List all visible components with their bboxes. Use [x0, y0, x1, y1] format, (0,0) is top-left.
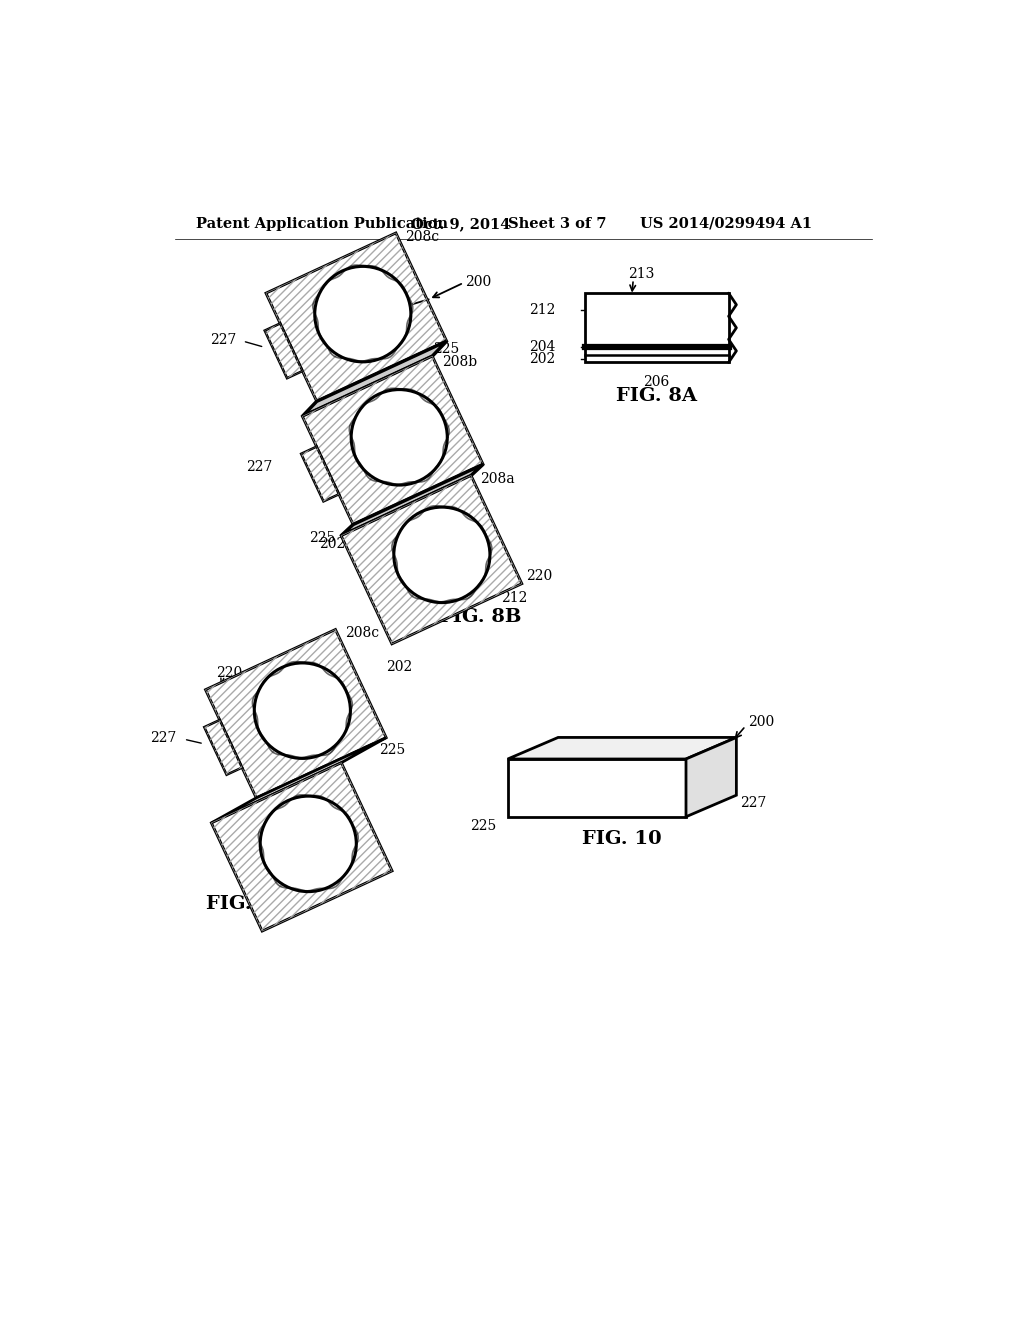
Text: Oct. 9, 2014: Oct. 9, 2014	[411, 216, 510, 231]
Text: Sheet 3 of 7: Sheet 3 of 7	[508, 216, 606, 231]
Polygon shape	[508, 759, 686, 817]
Text: 220: 220	[216, 665, 242, 680]
Text: US 2014/0299494 A1: US 2014/0299494 A1	[640, 216, 812, 231]
Text: Patent Application Publication: Patent Application Publication	[197, 216, 449, 231]
Text: 220: 220	[525, 569, 552, 583]
Text: 227: 227	[150, 731, 176, 744]
Polygon shape	[686, 738, 736, 817]
Text: 202: 202	[319, 537, 345, 550]
Polygon shape	[265, 323, 302, 379]
Polygon shape	[341, 475, 522, 644]
Polygon shape	[508, 738, 736, 759]
Text: 227: 227	[247, 459, 273, 474]
Polygon shape	[204, 719, 242, 775]
Bar	[586, 293, 729, 363]
Text: 200: 200	[748, 715, 774, 729]
Text: 200: 200	[465, 275, 492, 289]
Polygon shape	[266, 232, 446, 401]
Polygon shape	[302, 356, 483, 524]
Polygon shape	[211, 763, 392, 931]
Text: 225: 225	[379, 743, 406, 758]
Text: 225: 225	[309, 531, 336, 545]
Text: FIG. 10: FIG. 10	[582, 829, 662, 847]
Text: 208c: 208c	[406, 230, 439, 244]
Text: 212: 212	[501, 590, 527, 605]
Text: 225: 225	[470, 818, 496, 833]
Text: 206: 206	[643, 375, 670, 388]
Text: 221: 221	[514, 763, 541, 777]
Text: FIG. 8A: FIG. 8A	[616, 387, 697, 405]
Circle shape	[260, 796, 356, 891]
Text: 202: 202	[529, 351, 556, 366]
Text: 208b: 208b	[441, 355, 477, 370]
Circle shape	[314, 267, 411, 362]
Text: 202: 202	[386, 660, 413, 675]
Text: 204: 204	[529, 341, 556, 354]
Text: 213: 213	[628, 267, 654, 281]
Text: 225: 225	[433, 342, 460, 355]
Text: 208c: 208c	[345, 627, 379, 640]
Circle shape	[394, 507, 489, 603]
Circle shape	[254, 663, 350, 759]
Text: FIG. 8B: FIG. 8B	[439, 609, 521, 626]
Polygon shape	[206, 630, 386, 797]
Text: 227: 227	[210, 333, 237, 347]
Circle shape	[351, 389, 447, 484]
Polygon shape	[302, 341, 446, 416]
Text: FIG. 9: FIG. 9	[206, 895, 271, 913]
Text: 212: 212	[529, 304, 556, 317]
Polygon shape	[211, 738, 386, 822]
Text: 208a: 208a	[480, 473, 515, 486]
Polygon shape	[341, 465, 483, 536]
Polygon shape	[301, 446, 339, 502]
Text: 227: 227	[740, 796, 767, 810]
